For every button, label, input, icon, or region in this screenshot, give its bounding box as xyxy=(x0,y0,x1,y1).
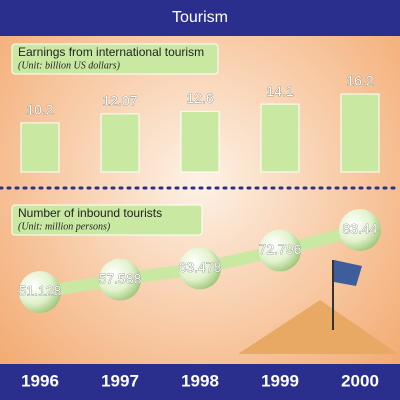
point xyxy=(99,258,141,301)
bar xyxy=(100,113,140,173)
x-tick-label: 1998 xyxy=(181,371,219,390)
point xyxy=(179,247,221,290)
flag xyxy=(334,260,362,286)
value-label: 10.2 xyxy=(26,102,53,118)
value-label: 12.6 xyxy=(186,90,213,106)
point xyxy=(259,229,301,272)
value-label: 51.128 xyxy=(19,283,62,299)
chart-title: Number of inbound tourists xyxy=(18,206,162,220)
value-label: 57.588 xyxy=(99,270,142,286)
value-label: 72.796 xyxy=(259,241,302,257)
point xyxy=(19,271,61,313)
x-tick-label: 2000 xyxy=(341,371,379,390)
pyramid xyxy=(238,300,398,354)
flag-pole xyxy=(332,260,334,330)
point xyxy=(339,209,381,251)
chart-label-box xyxy=(11,204,203,236)
x-tick-label: 1997 xyxy=(101,371,139,390)
value-label: 63.478 xyxy=(179,259,222,275)
x-tick-label: 1996 xyxy=(21,371,59,390)
chart-label-box xyxy=(11,43,219,75)
value-label: 83.44 xyxy=(342,221,377,237)
bar xyxy=(180,110,220,173)
value-label: 12.07 xyxy=(102,93,137,109)
bar xyxy=(20,122,60,173)
chart-subtitle: (Unit: billion US dollars) xyxy=(18,60,121,71)
bar xyxy=(260,103,300,173)
value-label: 16.2 xyxy=(346,73,373,89)
page-title: Tourism xyxy=(172,9,228,26)
decoration xyxy=(238,260,398,354)
x-tick-label: 1999 xyxy=(261,371,299,390)
value-label: 14.1 xyxy=(266,83,293,99)
bar xyxy=(340,93,380,173)
footer-bar xyxy=(0,364,400,400)
header-bar xyxy=(0,0,400,36)
chart-title: Earnings from international tourism xyxy=(18,45,204,59)
chart-subtitle: (Unit: million persons) xyxy=(18,221,111,232)
